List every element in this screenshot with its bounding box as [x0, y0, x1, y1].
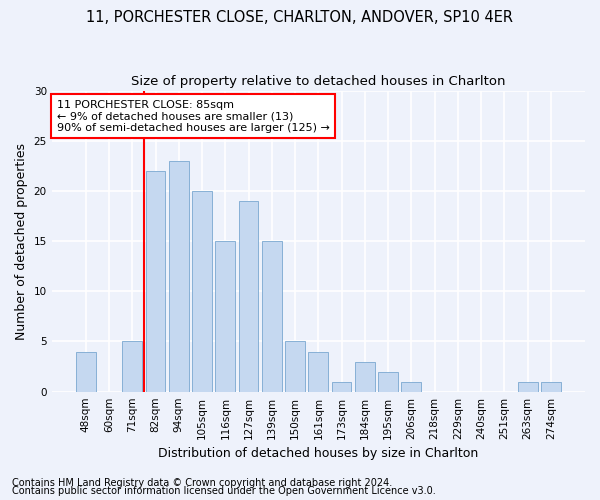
- Bar: [146, 171, 166, 392]
- Bar: [355, 362, 375, 392]
- Bar: [401, 382, 421, 392]
- Title: Size of property relative to detached houses in Charlton: Size of property relative to detached ho…: [131, 75, 506, 88]
- Y-axis label: Number of detached properties: Number of detached properties: [15, 142, 28, 340]
- Bar: [308, 352, 328, 392]
- Text: 11, PORCHESTER CLOSE, CHARLTON, ANDOVER, SP10 4ER: 11, PORCHESTER CLOSE, CHARLTON, ANDOVER,…: [86, 10, 514, 25]
- Bar: [169, 161, 188, 392]
- Bar: [262, 241, 282, 392]
- Bar: [192, 191, 212, 392]
- Bar: [518, 382, 538, 392]
- Bar: [285, 342, 305, 392]
- Bar: [239, 201, 259, 392]
- Bar: [215, 241, 235, 392]
- Text: Contains HM Land Registry data © Crown copyright and database right 2024.: Contains HM Land Registry data © Crown c…: [12, 478, 392, 488]
- Bar: [332, 382, 352, 392]
- Bar: [541, 382, 561, 392]
- X-axis label: Distribution of detached houses by size in Charlton: Distribution of detached houses by size …: [158, 447, 478, 460]
- Bar: [378, 372, 398, 392]
- Bar: [76, 352, 95, 392]
- Text: 11 PORCHESTER CLOSE: 85sqm
← 9% of detached houses are smaller (13)
90% of semi-: 11 PORCHESTER CLOSE: 85sqm ← 9% of detac…: [57, 100, 330, 133]
- Text: Contains public sector information licensed under the Open Government Licence v3: Contains public sector information licen…: [12, 486, 436, 496]
- Bar: [122, 342, 142, 392]
